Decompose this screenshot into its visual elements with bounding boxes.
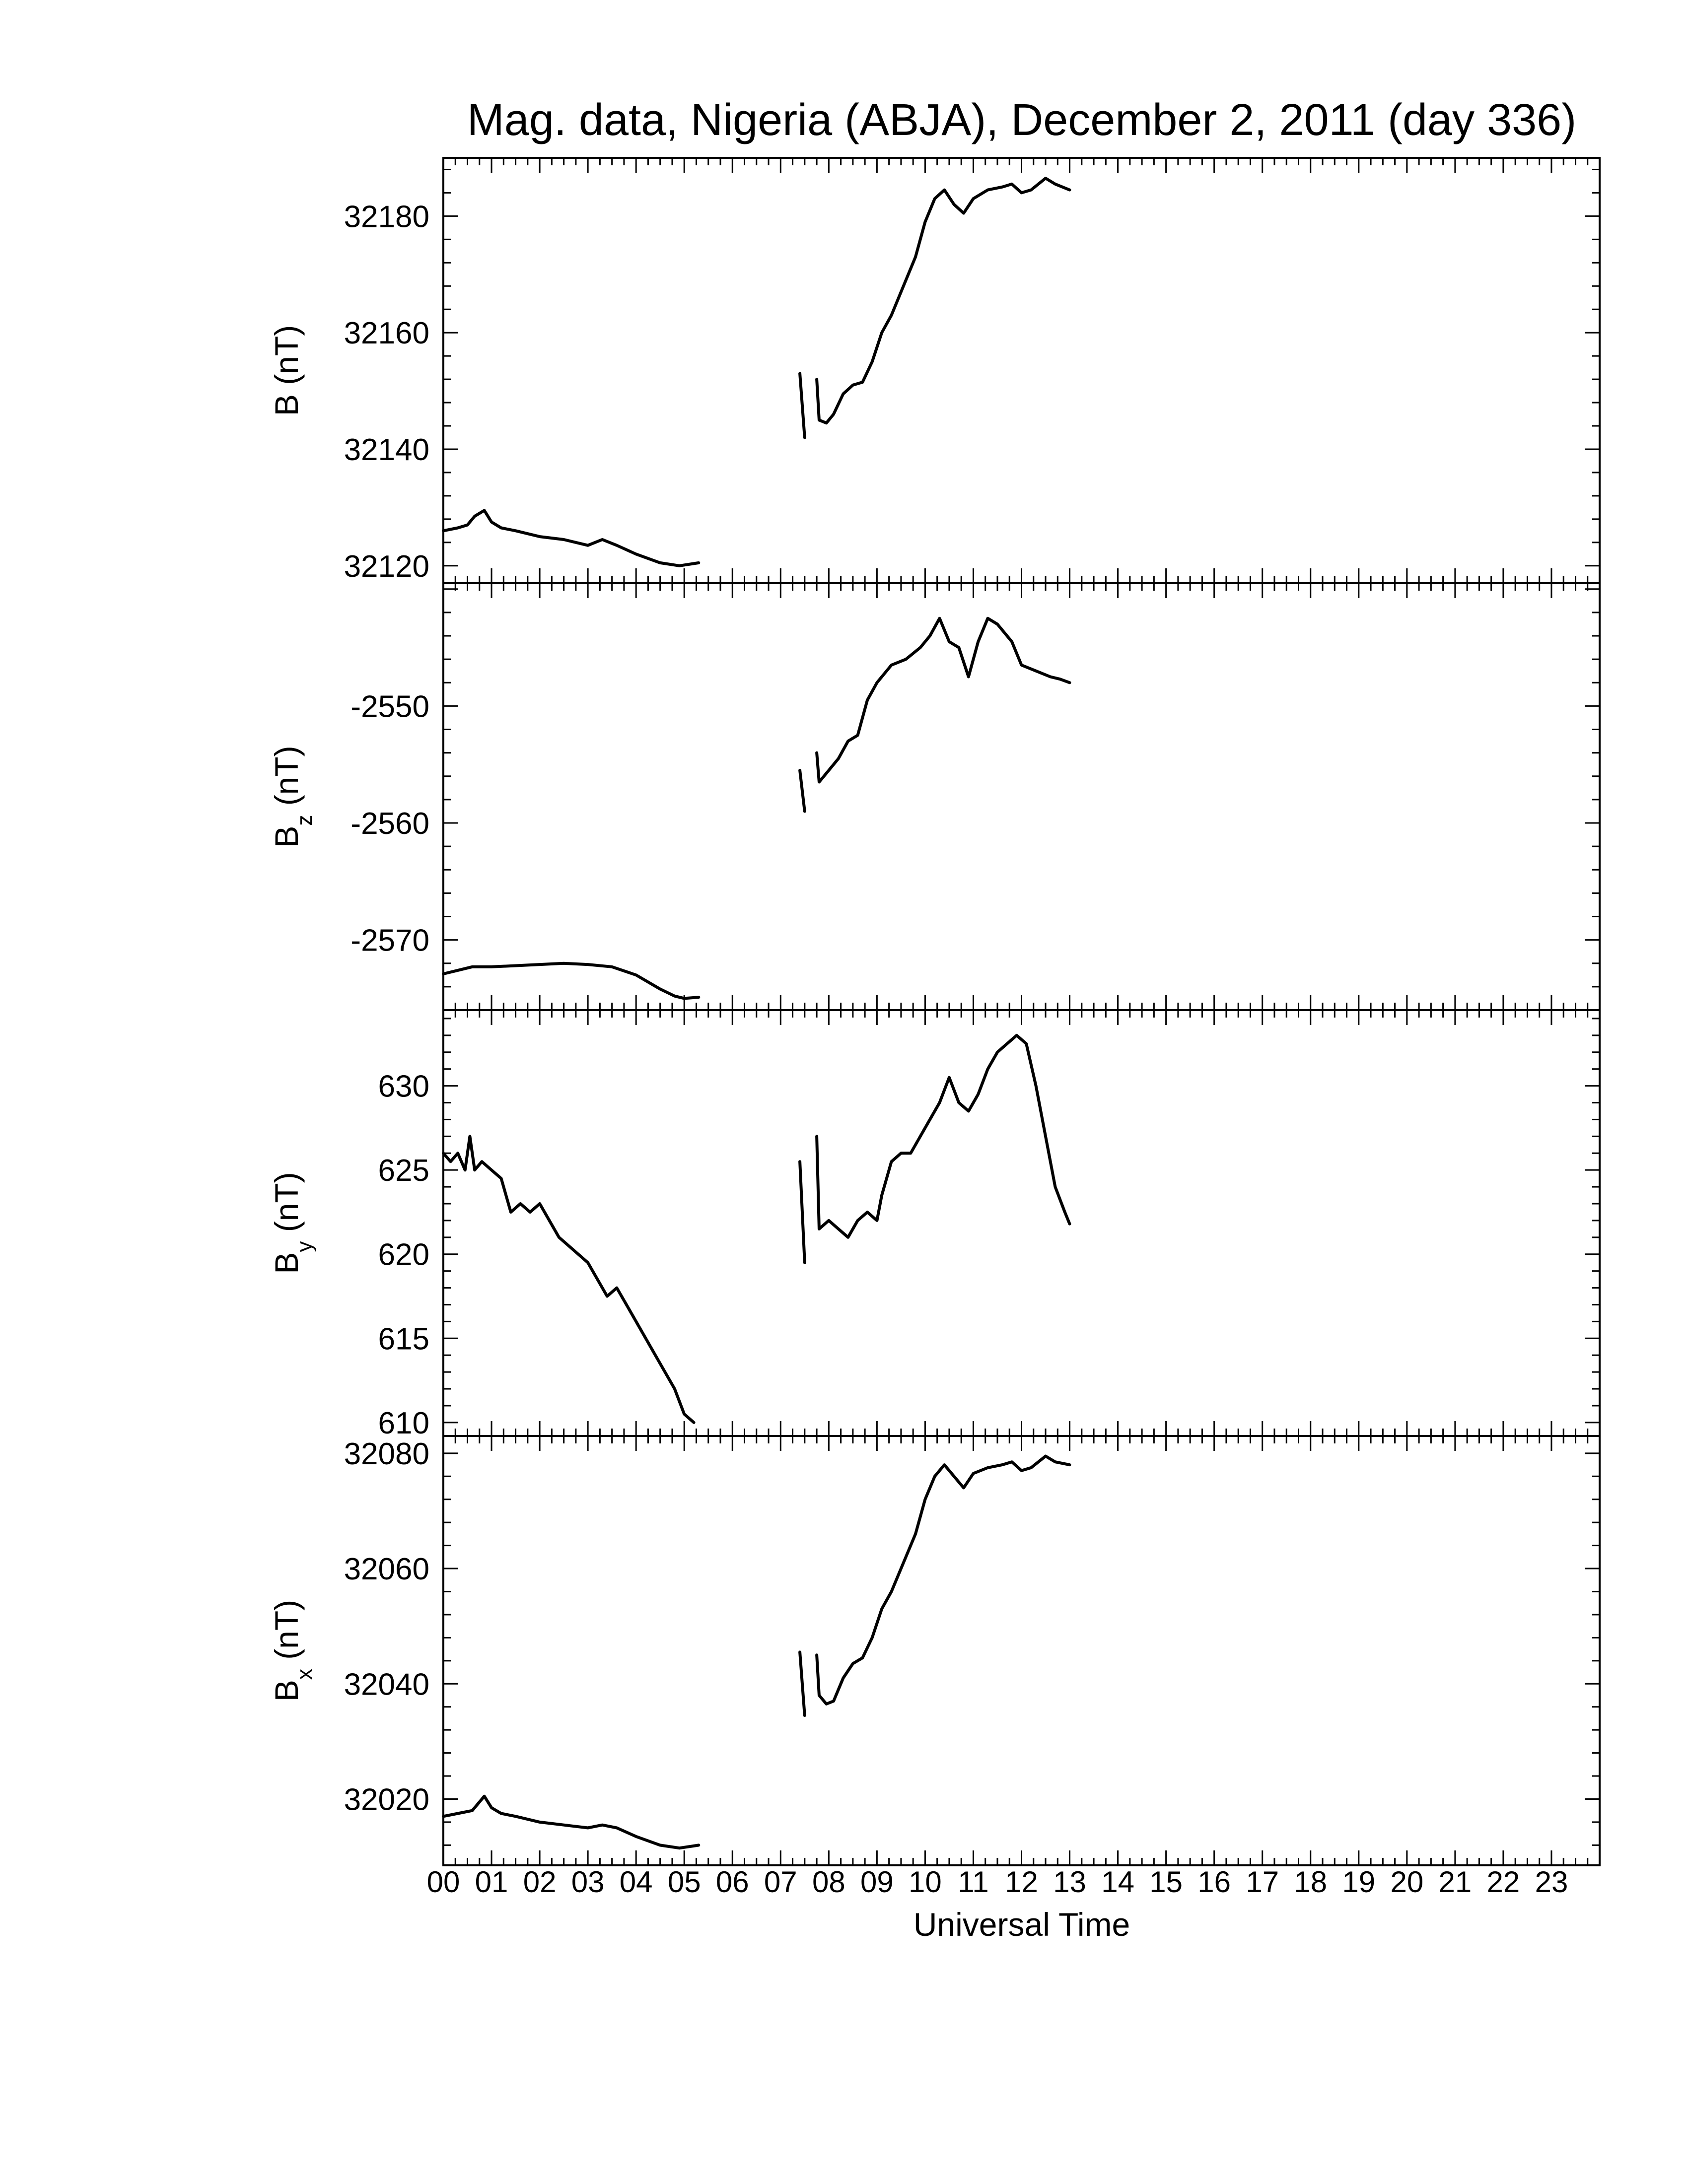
x-tick-label: 20: [1390, 1865, 1423, 1899]
x-tick-label: 02: [523, 1865, 557, 1899]
x-tick-label: 00: [427, 1865, 460, 1899]
y-axis-title-unit: (nT): [268, 1600, 305, 1669]
y-tick-label: 625: [378, 1154, 429, 1188]
panel-bz: -2570 -2560 -2550 Bz (nT): [268, 582, 1601, 1011]
y-tick-label: 32080: [344, 1437, 429, 1471]
series-line-b-segment-3: [815, 177, 1071, 425]
y-tick-label: 32180: [344, 200, 429, 234]
y-tick-label: 32140: [344, 433, 429, 467]
x-tick-label: 13: [1053, 1865, 1086, 1899]
y-tick-label: 610: [378, 1406, 429, 1440]
x-tick-label: 01: [475, 1865, 508, 1899]
x-tick-label: 23: [1535, 1865, 1568, 1899]
x-tick-label: 10: [909, 1865, 942, 1899]
series-line-b-segment-1: [442, 509, 701, 567]
chart-title: Mag. data, Nigeria (ABJA), December 2, 2…: [467, 95, 1576, 145]
y-axis-title-base: B: [268, 826, 305, 848]
x-tick-label: 08: [812, 1865, 845, 1899]
series-line-bx-segment-3: [815, 1454, 1071, 1706]
series-line-bx-segment-1: [442, 1794, 701, 1850]
y-axis-title: Bz (nT): [268, 746, 317, 847]
y-tick-label: -2560: [351, 807, 429, 841]
panel-b: 32120 32140 32160 32180 B (nT): [268, 157, 1601, 584]
y-tick-label: 32160: [344, 316, 429, 350]
x-tick-label: 14: [1101, 1865, 1134, 1899]
y-axis-title: By (nT): [268, 1172, 317, 1274]
y-axis-title-unit: (nT): [268, 1172, 305, 1241]
y-tick-label: 32040: [344, 1667, 429, 1702]
y-tick-label: 620: [378, 1238, 429, 1272]
panel-frame: [442, 1009, 1601, 1437]
x-tick-label: 18: [1294, 1865, 1327, 1899]
series-line-by-segment-3: [815, 1033, 1071, 1239]
y-axis-title-subscript: z: [292, 815, 317, 826]
x-tick-label: 21: [1439, 1865, 1472, 1899]
y-axis-title: B (nT): [268, 325, 305, 416]
x-tick-label: 15: [1149, 1865, 1183, 1899]
series-line-by-segment-1: [442, 1135, 696, 1424]
series-line-bz-segment-3: [815, 616, 1071, 784]
panel-bx: 32020 32040 32060 32080 Bx (nT): [268, 1435, 1601, 1866]
panel-by: 610 615 620 625 630 By (nT): [268, 1009, 1601, 1440]
panels-group: 32120 32140 32160 32180 B (nT) -2570 -2560 -255…: [268, 157, 1601, 1866]
x-tick-label: 17: [1246, 1865, 1279, 1899]
series-line-bx-segment-2: [798, 1650, 806, 1717]
series-line-bz-segment-1: [442, 961, 701, 1000]
x-tick-label: 04: [620, 1865, 653, 1899]
x-axis-title: Universal Time: [914, 1906, 1130, 1943]
x-tick-label: 12: [1005, 1865, 1038, 1899]
y-axis-title-unit: (nT): [268, 325, 305, 394]
y-axis-title: Bx (nT): [268, 1600, 317, 1702]
panel-frame: [442, 157, 1601, 584]
x-tick-label: 16: [1197, 1865, 1231, 1899]
y-tick-label: 32020: [344, 1782, 429, 1817]
y-axis-title-subscript: x: [292, 1669, 317, 1680]
x-tick-label: 06: [716, 1865, 749, 1899]
y-axis-title-subscript: y: [292, 1241, 317, 1252]
x-tick-label: 05: [668, 1865, 701, 1899]
y-tick-label: -2570: [351, 924, 429, 958]
x-tick-label: 03: [571, 1865, 605, 1899]
series-line-bz-segment-2: [798, 769, 806, 813]
x-tick-label: 09: [860, 1865, 894, 1899]
x-tick-label: 19: [1342, 1865, 1375, 1899]
y-tick-label: 32120: [344, 549, 429, 584]
y-axis-title-base: B: [268, 394, 305, 416]
y-tick-label: 615: [378, 1322, 429, 1356]
x-tick-label: 07: [764, 1865, 797, 1899]
y-tick-label: -2550: [351, 689, 429, 724]
y-tick-label: 32060: [344, 1552, 429, 1586]
y-axis-title-base: B: [268, 1680, 305, 1702]
series-line-by-segment-2: [798, 1160, 806, 1264]
y-axis-title-unit: (nT): [268, 746, 305, 815]
x-tick-label: 11: [958, 1865, 988, 1899]
series-line-b-segment-2: [798, 372, 806, 439]
panel-frame: [442, 1435, 1601, 1866]
panel-frame: [442, 582, 1601, 1011]
y-tick-label: 630: [378, 1070, 429, 1104]
x-tick-label: 22: [1487, 1865, 1520, 1899]
x-axis-tick-labels: 00 01 02 03 04 05 06 07 08 09 10 11 12 13 14 15 16 17 18 19…: [427, 1865, 1568, 1899]
y-axis-title-base: B: [268, 1252, 305, 1274]
